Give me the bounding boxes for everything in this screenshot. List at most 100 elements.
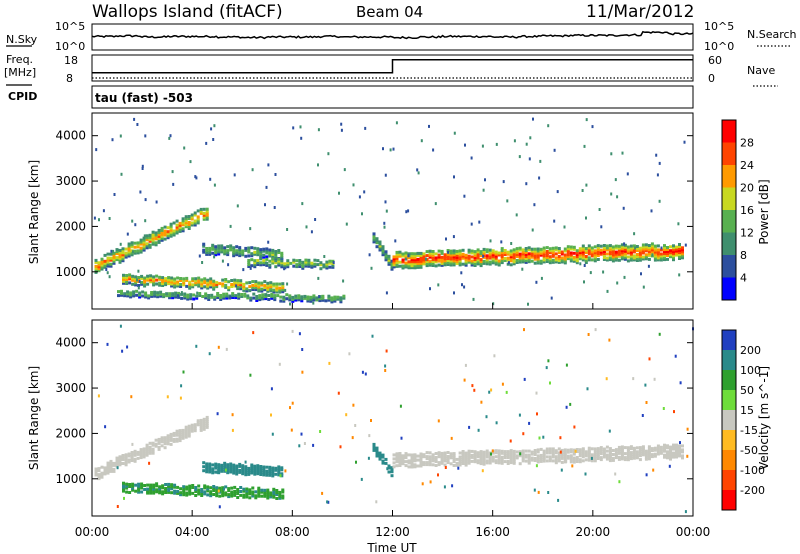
power-cell <box>274 173 277 176</box>
velocity-cell <box>656 444 660 448</box>
power-cell <box>663 254 666 258</box>
velocity-cell <box>530 450 534 454</box>
velocity-cell <box>395 456 399 460</box>
velocity-cell <box>644 457 648 461</box>
power-cell <box>413 262 417 266</box>
power-cell <box>149 278 153 282</box>
velocity-cell <box>494 459 498 463</box>
power-cell <box>545 254 549 257</box>
power-cell <box>128 277 132 281</box>
power-cell <box>272 290 276 294</box>
velocity-cell <box>647 453 651 457</box>
velocity-cell <box>533 459 537 462</box>
power-cell <box>190 217 194 221</box>
power-cell <box>106 256 110 260</box>
power-cell <box>560 252 564 256</box>
velocity-cell <box>124 457 128 461</box>
velocity-cell <box>425 457 429 461</box>
power-cell <box>509 255 513 259</box>
power-cell <box>263 288 267 292</box>
power-cell <box>506 256 510 260</box>
power-cell <box>422 252 426 256</box>
velocity-cell <box>208 468 212 472</box>
power-cell <box>678 251 681 254</box>
power-cell <box>266 283 270 287</box>
power-cell <box>515 249 519 253</box>
power-cell <box>253 263 257 267</box>
velocity-cell <box>681 454 684 458</box>
power-cell <box>440 263 444 267</box>
velocity-cell <box>590 455 594 459</box>
power-cell <box>252 292 256 296</box>
power-cell <box>201 261 204 264</box>
velocity-cell <box>277 473 281 477</box>
power-cell <box>333 299 337 303</box>
power-cell <box>165 292 169 296</box>
power-cell <box>266 281 270 285</box>
power-cell <box>210 127 213 131</box>
power-cell <box>602 250 606 253</box>
power-cell <box>428 251 432 255</box>
power-cell <box>196 217 200 221</box>
power-cell <box>394 239 397 243</box>
power-cell <box>167 278 171 282</box>
velocity-cell <box>351 436 354 440</box>
power-cell <box>684 243 687 247</box>
velocity-cell <box>647 457 651 461</box>
velocity-cell <box>241 464 245 468</box>
power-cell <box>378 242 382 246</box>
power-cell <box>255 297 259 300</box>
power-cell <box>575 255 579 259</box>
velocity-cell <box>644 449 648 453</box>
power-cell <box>453 291 455 295</box>
velocity-cell <box>149 491 153 495</box>
power-cell <box>238 246 242 250</box>
velocity-cell <box>163 440 167 444</box>
power-cell <box>214 253 218 257</box>
velocity-cell <box>221 492 225 496</box>
power-cell <box>224 279 228 283</box>
power-cell <box>277 261 281 265</box>
velocity-cell <box>106 463 110 467</box>
velocity-cell <box>169 432 173 436</box>
power-cell <box>134 279 138 283</box>
velocity-cell <box>476 459 480 463</box>
power-cell <box>145 246 149 250</box>
velocity-cell <box>623 446 627 450</box>
velocity-cell <box>248 488 252 492</box>
velocity-cell <box>179 493 183 497</box>
power-cell <box>678 247 681 250</box>
velocity-cell <box>169 434 173 438</box>
power-cell <box>282 297 286 301</box>
velocity-cell <box>650 455 654 459</box>
power-cell <box>224 278 228 281</box>
power-cell <box>387 260 391 264</box>
power-cell <box>230 285 234 288</box>
velocity-cell <box>434 452 438 455</box>
power-cell <box>223 248 227 252</box>
power-cell <box>239 285 243 289</box>
velocity-cell <box>176 485 180 489</box>
power-cell <box>419 251 423 255</box>
power-cell <box>398 260 402 264</box>
power-cell <box>163 237 167 241</box>
power-cell <box>557 251 561 254</box>
power-cell <box>217 248 221 252</box>
velocity-cell <box>623 458 627 462</box>
power-cell <box>446 263 450 266</box>
velocity-cell <box>266 492 270 496</box>
power-cell <box>623 249 627 253</box>
velocity-cell <box>392 457 396 461</box>
velocity-panel-frame <box>91 319 694 517</box>
power-cell <box>614 252 618 256</box>
power-cell <box>170 280 174 284</box>
velocity-cell <box>645 401 648 404</box>
power-cell <box>121 247 125 251</box>
velocity-cell <box>140 482 144 486</box>
power-cell <box>473 262 477 265</box>
power-cell <box>370 266 373 270</box>
power-cell <box>232 250 236 254</box>
power-cell <box>488 248 492 252</box>
velocity-cell <box>578 452 582 456</box>
power-cell <box>500 247 504 251</box>
